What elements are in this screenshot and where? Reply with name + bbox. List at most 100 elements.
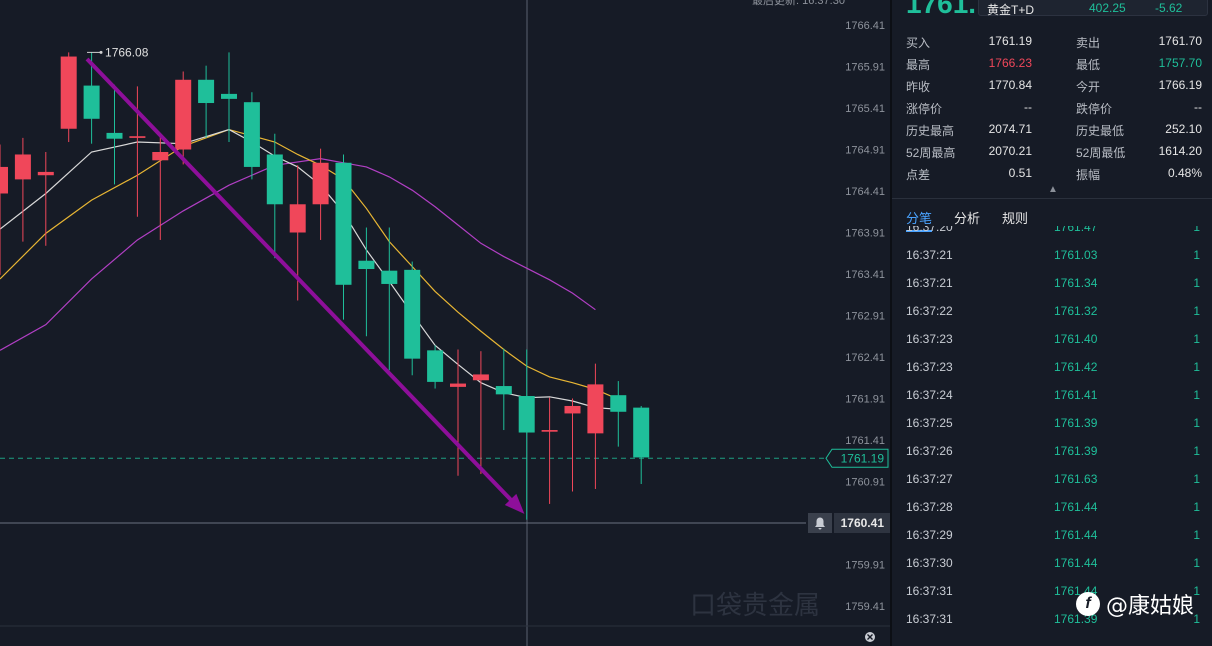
y-tick-label: 1762.91: [845, 311, 885, 323]
stat-value: 2074.71: [988, 122, 1032, 136]
high-marker-label: 1766.08: [105, 45, 149, 59]
candle-body[interactable]: [106, 132, 123, 139]
last-price-tag: [825, 448, 889, 468]
tick-time: 16:37:28: [906, 500, 953, 514]
candle-body[interactable]: [587, 384, 604, 434]
stat-value: --: [1024, 100, 1032, 114]
candle-body[interactable]: [633, 407, 650, 458]
stat-label: 最高: [906, 58, 931, 72]
crosshair-price-label: 1760.41: [841, 516, 885, 530]
stat-label: 点差: [906, 168, 931, 182]
candle-body[interactable]: [358, 260, 375, 270]
ma-white-line: [0, 128, 619, 410]
y-tick-label: 1765.41: [845, 103, 885, 115]
candle-body[interactable]: [335, 162, 352, 285]
high-marker-dot: [99, 50, 103, 54]
stat-label: 涨停价: [906, 102, 943, 116]
candle-body[interactable]: [0, 166, 8, 194]
tick-row: 16:37:27 1761.63 1: [892, 464, 1212, 492]
candle-body[interactable]: [266, 154, 283, 205]
candle-body[interactable]: [381, 270, 398, 284]
tick-quantity: 1: [1193, 528, 1200, 542]
divider: [892, 198, 1212, 199]
candle-body[interactable]: [610, 395, 627, 412]
candle-body[interactable]: [83, 85, 100, 119]
candle-body[interactable]: [152, 151, 169, 161]
last-price-label: 1761.19: [841, 451, 885, 465]
trend-arrow-head-icon: [504, 493, 525, 514]
tick-time: 16:37:22: [906, 304, 953, 318]
candle-body[interactable]: [289, 204, 306, 233]
y-tick-label: 1759.41: [845, 601, 885, 613]
candle-body[interactable]: [427, 350, 444, 382]
tick-quantity: 1: [1193, 360, 1200, 374]
candle-body[interactable]: [175, 79, 192, 150]
stat-label: 昨收: [906, 80, 931, 94]
candle-body[interactable]: [312, 162, 329, 205]
stat-value: 0.51: [1008, 166, 1032, 180]
candle-body[interactable]: [129, 136, 146, 138]
y-tick-label: 1766.41: [845, 20, 885, 32]
candle-body[interactable]: [404, 269, 421, 359]
y-tick-label: 1760.91: [845, 477, 885, 489]
tick-quantity: 1: [1193, 276, 1200, 290]
stat-label: 跌停价: [1076, 102, 1113, 116]
stat-row: 历史最高 2074.71 历史最低 252.10: [892, 118, 1212, 140]
tick-time: 16:37:21: [906, 248, 953, 262]
stat-value: 2070.21: [988, 144, 1032, 158]
candle-body[interactable]: [221, 93, 237, 99]
author-name: @康姑娘: [1106, 594, 1195, 619]
stat-value: 1770.84: [988, 78, 1032, 92]
tick-price: 1761.40: [1054, 332, 1098, 346]
candle-body[interactable]: [518, 396, 535, 433]
brand-watermark: 口袋贵金属: [690, 591, 820, 621]
tick-quantity: 1: [1193, 556, 1200, 570]
stat-label: 52周最低: [1076, 146, 1126, 160]
stat-row: 涨停价 -- 跌停价 --: [892, 96, 1212, 118]
y-tick-label: 1762.41: [845, 352, 885, 364]
stat-row: 52周最高 2070.21 52周最低 1614.20: [892, 140, 1212, 162]
candlestick-chart[interactable]: 1766.41 1765.91 1765.41 1764.91 1764.41 1763.…: [0, 0, 890, 646]
tick-quantity: 1: [1193, 444, 1200, 458]
tick-price: 1761.39: [1054, 416, 1098, 430]
tick-price: 1761.34: [1054, 276, 1098, 290]
candle-body[interactable]: [450, 383, 466, 387]
trend-arrow-line: [85, 57, 515, 504]
tab-ticks[interactable]: 分笔: [906, 211, 933, 226]
y-tick-label: 1761.41: [845, 435, 885, 447]
candlestick-chart-panel[interactable]: 1766.41 1765.91 1765.41 1764.91 1764.41 1763.…: [0, 0, 890, 646]
tick-quantity: 1: [1193, 500, 1200, 514]
tick-quantity: 1: [1193, 304, 1200, 318]
tick-row: 16:37:30 1761.44 1: [892, 548, 1212, 576]
tick-time: 16:37:24: [906, 388, 953, 402]
tick-row: 16:37:21 1761.34 1: [892, 268, 1212, 296]
candle-body[interactable]: [564, 405, 581, 414]
instrument-box[interactable]: 黄金T+D 402.25 -5.62: [978, 0, 1208, 17]
candle-body[interactable]: [37, 171, 54, 176]
tick-time: 16:37:26: [906, 444, 953, 458]
candle-body[interactable]: [495, 386, 512, 395]
close-icon-cross: [867, 634, 873, 640]
tick-price: 1761.47: [1054, 226, 1098, 234]
tick-list[interactable]: 16:37:20 1761.47 1 16:37:21 1761.03 1 16:37:21…: [892, 226, 1212, 646]
tick-row: 16:37:28 1761.44 1: [892, 492, 1212, 520]
stat-value: 1766.23: [988, 56, 1032, 70]
instrument-change: -5.62: [1155, 1, 1183, 15]
candle-body[interactable]: [60, 56, 77, 129]
tick-row: 16:37:29 1761.44 1: [892, 520, 1212, 548]
stat-row: 最高 1766.23 最低 1757.70: [892, 52, 1212, 74]
tick-price: 1761.03: [1054, 248, 1098, 262]
candle-body[interactable]: [243, 102, 260, 167]
tab-rules[interactable]: 规则: [1002, 211, 1029, 226]
instrument-price: 402.25: [1089, 1, 1126, 15]
tab-analysis[interactable]: 分析: [954, 211, 981, 226]
crosshair-price-tag: [834, 513, 890, 533]
collapse-caret-icon[interactable]: ▲: [1048, 184, 1058, 195]
candle-body[interactable]: [472, 374, 489, 381]
y-tick-label: 1763.91: [845, 228, 885, 240]
tick-price: 1761.44: [1054, 528, 1098, 542]
tick-row: 16:37:20 1761.47 1: [892, 226, 1212, 240]
candle-body[interactable]: [14, 154, 31, 180]
candle-body[interactable]: [541, 430, 558, 432]
candle-body[interactable]: [198, 79, 215, 104]
